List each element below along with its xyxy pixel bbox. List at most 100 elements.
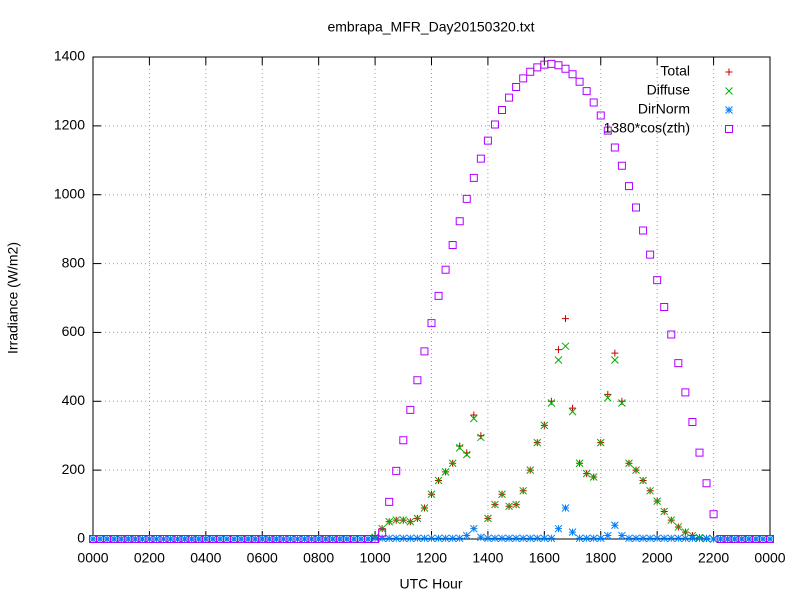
marker (667, 516, 676, 524)
marker (568, 528, 577, 536)
marker (639, 534, 647, 543)
marker (611, 349, 619, 357)
marker (646, 486, 654, 495)
marker (427, 534, 436, 543)
legend-label: Diffuse (647, 82, 691, 98)
marker (596, 111, 605, 120)
marker (209, 535, 217, 543)
marker (484, 534, 492, 543)
legend-marker (725, 68, 733, 76)
marker (434, 291, 443, 300)
marker (462, 194, 471, 203)
y-tick-label: 200 (62, 461, 86, 477)
marker (646, 250, 655, 259)
marker (554, 346, 562, 354)
marker (604, 390, 612, 398)
marker (660, 507, 669, 516)
x-tick-label: 0600 (247, 550, 278, 566)
marker (547, 399, 556, 407)
marker (603, 393, 612, 402)
legend-label: Total (660, 63, 690, 79)
x-tick-label: 1400 (472, 550, 503, 566)
x-tick-label: 0000 (77, 550, 108, 566)
marker (413, 534, 422, 543)
marker (180, 535, 189, 543)
marker (469, 414, 478, 423)
marker (709, 535, 718, 543)
marker (561, 342, 570, 351)
marker (117, 535, 126, 543)
marker (434, 476, 443, 485)
marker (766, 535, 774, 543)
marker (617, 161, 626, 170)
marker (540, 60, 549, 69)
marker (688, 534, 697, 543)
marker (737, 535, 746, 543)
marker (230, 535, 238, 543)
marker (582, 534, 591, 543)
marker (470, 411, 478, 419)
chart-title: embrapa_MFR_Day20150320.txt (327, 19, 534, 35)
marker (498, 490, 506, 499)
marker (653, 276, 662, 285)
marker (639, 476, 647, 485)
marker (533, 438, 542, 447)
marker (569, 404, 577, 412)
marker (554, 524, 563, 533)
marker (124, 535, 133, 543)
marker (448, 459, 457, 468)
marker (625, 459, 633, 468)
marker (660, 534, 669, 543)
marker (639, 226, 648, 235)
y-tick-label: 1200 (54, 117, 85, 133)
marker (406, 517, 415, 526)
marker (575, 77, 584, 86)
y-tick-label: 1000 (54, 185, 85, 201)
marker (406, 534, 415, 543)
marker (462, 450, 471, 459)
marker (357, 535, 365, 543)
marker (512, 82, 521, 91)
marker (392, 516, 401, 524)
y-axis-label: Irradiance (W/m2) (5, 242, 21, 354)
marker (448, 534, 457, 543)
marker (187, 535, 196, 543)
marker (681, 534, 690, 543)
marker (660, 302, 669, 311)
marker (350, 535, 358, 543)
marker (378, 524, 386, 533)
marker (688, 417, 697, 426)
marker (131, 535, 140, 543)
marker (279, 535, 288, 543)
marker (371, 535, 380, 543)
marker (519, 534, 528, 543)
marker (420, 534, 429, 543)
marker (596, 438, 605, 447)
marker (307, 535, 316, 543)
marker (194, 535, 203, 543)
marker (314, 535, 323, 543)
marker (152, 535, 161, 543)
marker (575, 459, 584, 468)
marker (244, 535, 252, 543)
marker (519, 486, 528, 495)
y-tick-label: 400 (62, 392, 86, 408)
marker (603, 531, 612, 540)
marker (201, 535, 210, 543)
marker (589, 98, 598, 107)
marker (533, 63, 542, 72)
marker (547, 534, 556, 543)
marker (752, 535, 760, 543)
marker (385, 517, 394, 526)
marker (477, 433, 485, 442)
x-tick-label: 1200 (416, 550, 447, 566)
legend-label: 1380*cos(zth) (604, 120, 690, 136)
marker (491, 534, 499, 543)
marker (89, 535, 97, 543)
marker (173, 535, 182, 543)
marker (498, 106, 507, 115)
marker (526, 67, 535, 76)
marker (610, 143, 619, 152)
marker (603, 126, 612, 135)
marker (618, 531, 626, 540)
